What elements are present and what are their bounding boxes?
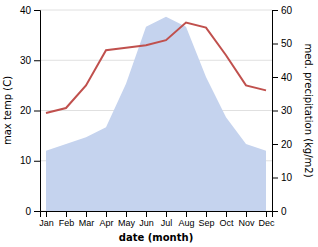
tick-label: 60 bbox=[281, 5, 293, 16]
tick-mark bbox=[146, 211, 147, 217]
tick-mark bbox=[272, 44, 278, 45]
tick-label: Dec bbox=[258, 218, 275, 228]
tick-mark bbox=[34, 60, 40, 61]
tick-label: 30 bbox=[281, 105, 293, 116]
tick: Jun bbox=[139, 211, 154, 228]
tick-mark bbox=[66, 211, 67, 217]
x-axis-title: date (month) bbox=[119, 232, 193, 243]
tick-mark bbox=[46, 211, 47, 217]
tick: Apr bbox=[99, 211, 113, 228]
tick-label: Nov bbox=[238, 218, 255, 228]
tick-label: Apr bbox=[99, 218, 113, 228]
tick: 40 bbox=[272, 72, 293, 83]
y2-axis: 0 10 20 30 40 50 60 bbox=[272, 5, 293, 217]
tick: 20 bbox=[20, 105, 40, 116]
tick-mark bbox=[266, 211, 267, 217]
tick: 0 bbox=[272, 206, 287, 217]
tick-mark bbox=[106, 211, 107, 217]
tick-label: Jul bbox=[161, 218, 173, 228]
tick-mark bbox=[272, 144, 278, 145]
tick: May bbox=[118, 211, 136, 228]
tick-mark bbox=[272, 178, 278, 179]
tick-label: Jun bbox=[139, 218, 154, 228]
tick: Jul bbox=[161, 211, 173, 228]
tick: Mar bbox=[79, 211, 95, 228]
axis-line bbox=[273, 11, 279, 212]
tick: Feb bbox=[59, 211, 75, 228]
tick: 20 bbox=[272, 139, 293, 150]
tick-mark bbox=[272, 10, 278, 11]
axis-line bbox=[34, 11, 41, 212]
tick-label: Oct bbox=[219, 218, 234, 228]
tick-mark bbox=[272, 211, 278, 212]
tick-label: 30 bbox=[20, 55, 32, 66]
grid-line bbox=[40, 10, 272, 11]
tick-label: 40 bbox=[20, 5, 32, 16]
tick: 10 bbox=[20, 155, 40, 166]
tick-label: 10 bbox=[20, 155, 32, 166]
tick: 0 bbox=[25, 206, 40, 217]
tick: 10 bbox=[272, 172, 293, 183]
tick-mark bbox=[86, 211, 87, 217]
tick-mark bbox=[226, 211, 227, 217]
tick-label: Aug bbox=[178, 218, 194, 228]
tick-label: 50 bbox=[281, 38, 293, 49]
tick-mark bbox=[126, 211, 127, 217]
tick-label: Feb bbox=[59, 218, 75, 228]
tick-label: 20 bbox=[20, 105, 32, 116]
tick: Oct bbox=[219, 211, 234, 228]
chart: Jan Feb Mar Apr MayJun Jul Aug Sep Oct NovDec 0 10 2… bbox=[0, 0, 318, 247]
tick: 30 bbox=[272, 105, 293, 116]
tick-mark bbox=[34, 111, 40, 112]
tick-label: 40 bbox=[281, 72, 293, 83]
tick: 40 bbox=[20, 5, 40, 16]
line bbox=[46, 23, 266, 113]
tick-mark bbox=[186, 211, 187, 217]
tick-label: May bbox=[118, 218, 136, 228]
tick: Jan bbox=[39, 211, 54, 228]
tick-label: 10 bbox=[281, 172, 293, 183]
tick-label: 0 bbox=[25, 206, 31, 217]
tick: 60 bbox=[272, 5, 293, 16]
tick-mark bbox=[272, 111, 278, 112]
tick: Aug bbox=[178, 211, 194, 228]
tick-mark bbox=[166, 211, 167, 217]
plot: Jan Feb Mar Apr MayJun Jul Aug Sep Oct NovDec 0 10 2… bbox=[2, 5, 314, 243]
tick-label: Sep bbox=[198, 218, 214, 228]
tick-mark bbox=[206, 211, 207, 217]
tick-label: 0 bbox=[281, 206, 287, 217]
y-axis: 0 10 20 30 40 bbox=[20, 5, 41, 217]
area bbox=[46, 17, 266, 211]
y-axis-title: max temp (C) bbox=[2, 76, 13, 145]
tick: Nov bbox=[238, 211, 255, 228]
tick-label: 20 bbox=[281, 139, 293, 150]
tick: 30 bbox=[20, 55, 40, 66]
tick: Dec bbox=[258, 211, 275, 228]
tick-mark bbox=[34, 161, 40, 162]
tick: 50 bbox=[272, 38, 293, 49]
tick-mark bbox=[246, 211, 247, 217]
y2-axis-title: med. precipitation (kg/m2) bbox=[303, 43, 314, 177]
x-axis: Jan Feb Mar Apr MayJun Jul Aug Sep Oct NovDec bbox=[39, 211, 275, 228]
tick: Sep bbox=[198, 211, 214, 228]
axis-line bbox=[41, 212, 273, 218]
tick-mark bbox=[34, 211, 40, 212]
marks bbox=[46, 17, 266, 211]
tick-label: Jan bbox=[39, 218, 54, 228]
tick-label: Mar bbox=[79, 218, 95, 228]
tick-mark bbox=[34, 10, 40, 11]
tick-mark bbox=[272, 77, 278, 78]
grid bbox=[40, 10, 272, 211]
